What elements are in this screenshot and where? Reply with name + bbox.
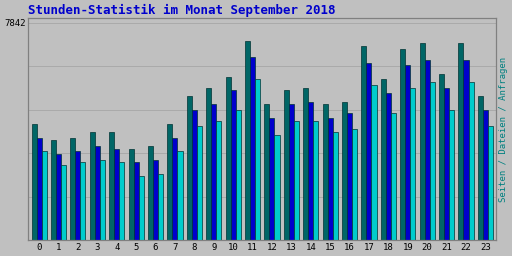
Bar [269, 118, 274, 240]
Y-axis label: Seiten / Dateien / Anfragen: Seiten / Dateien / Anfragen [499, 57, 508, 202]
Bar [80, 163, 86, 240]
Bar [391, 113, 396, 240]
Bar [178, 151, 182, 240]
Bar [478, 96, 483, 240]
Bar [406, 66, 410, 240]
Bar [250, 57, 255, 240]
Bar [230, 90, 236, 240]
Bar [129, 149, 134, 240]
Bar [245, 40, 250, 240]
Bar [226, 77, 230, 240]
Bar [430, 82, 435, 240]
Bar [32, 124, 36, 240]
Bar [449, 110, 454, 240]
Bar [197, 126, 202, 240]
Bar [61, 165, 66, 240]
Bar [294, 121, 299, 240]
Bar [483, 110, 488, 240]
Bar [488, 126, 493, 240]
Bar [119, 163, 124, 240]
Bar [328, 118, 333, 240]
Bar [216, 121, 221, 240]
Bar [458, 43, 463, 240]
Bar [347, 113, 352, 240]
Bar [148, 146, 153, 240]
Bar [51, 140, 56, 240]
Bar [211, 104, 216, 240]
Bar [381, 79, 386, 240]
Bar [114, 149, 119, 240]
Bar [444, 88, 449, 240]
Bar [468, 82, 474, 240]
Bar [410, 88, 415, 240]
Bar [236, 110, 241, 240]
Bar [303, 88, 308, 240]
Bar [361, 46, 367, 240]
Bar [439, 74, 444, 240]
Bar [90, 132, 95, 240]
Bar [386, 93, 391, 240]
Bar [352, 129, 357, 240]
Bar [400, 49, 406, 240]
Bar [134, 163, 139, 240]
Bar [70, 137, 75, 240]
Bar [192, 110, 197, 240]
Bar [424, 60, 430, 240]
Bar [308, 102, 313, 240]
Bar [167, 124, 173, 240]
Bar [158, 174, 163, 240]
Bar [100, 160, 105, 240]
Bar [75, 151, 80, 240]
Bar [274, 135, 280, 240]
Bar [109, 132, 114, 240]
Bar [264, 104, 269, 240]
Bar [173, 137, 178, 240]
Bar [255, 79, 260, 240]
Bar [139, 176, 144, 240]
Bar [56, 154, 61, 240]
Bar [420, 43, 424, 240]
Bar [333, 132, 338, 240]
Bar [187, 96, 192, 240]
Bar [323, 104, 328, 240]
Text: Stunden-Statistik im Monat September 2018: Stunden-Statistik im Monat September 201… [29, 4, 336, 17]
Bar [284, 90, 289, 240]
Bar [95, 146, 100, 240]
Bar [463, 60, 468, 240]
Bar [313, 121, 318, 240]
Bar [342, 102, 347, 240]
Bar [41, 151, 47, 240]
Bar [206, 88, 211, 240]
Bar [372, 85, 376, 240]
Bar [367, 63, 372, 240]
Bar [36, 137, 41, 240]
Bar [289, 104, 294, 240]
Bar [153, 160, 158, 240]
